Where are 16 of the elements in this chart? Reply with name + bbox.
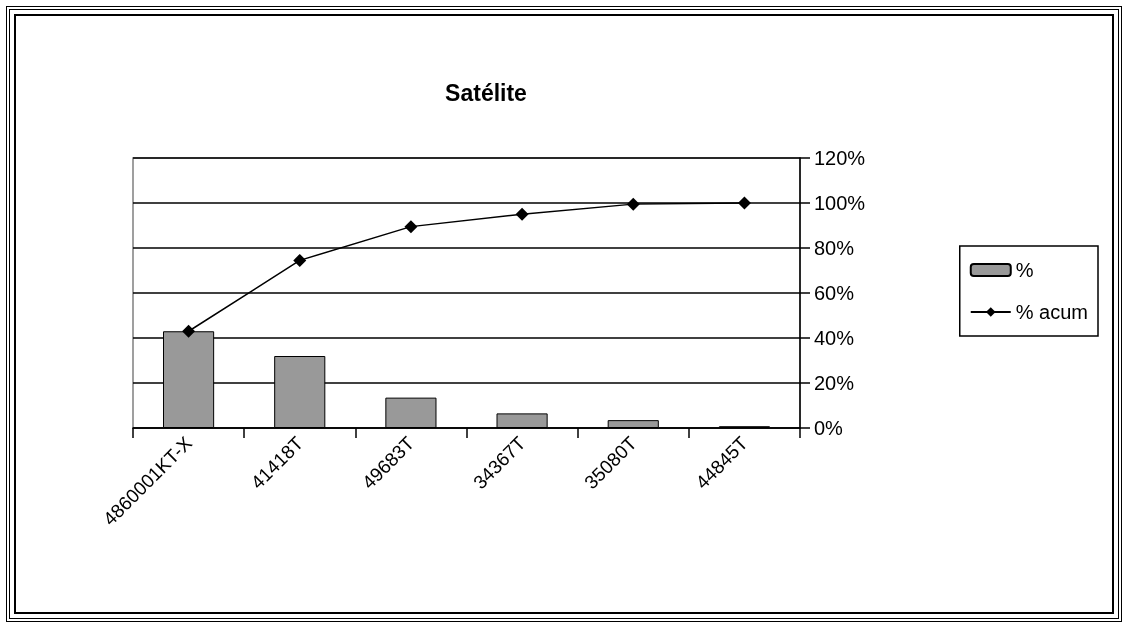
point xyxy=(293,253,307,267)
legend-label: % acum xyxy=(1015,301,1088,323)
point xyxy=(182,324,196,338)
y-tick-label: 100% xyxy=(814,192,866,214)
y-tick-label: 80% xyxy=(814,237,855,259)
point xyxy=(404,220,418,234)
point xyxy=(515,207,529,221)
y-tick-label: 120% xyxy=(814,147,866,169)
point xyxy=(737,196,751,210)
y-tick-label: 20% xyxy=(814,372,855,394)
point xyxy=(626,197,640,211)
y-tick-label: 40% xyxy=(814,327,855,349)
y-tick-label: 60% xyxy=(814,282,855,304)
legend-label: % xyxy=(1015,259,1034,281)
y-tick-label: 0% xyxy=(814,417,844,439)
chart-title: Satélite xyxy=(445,79,527,106)
